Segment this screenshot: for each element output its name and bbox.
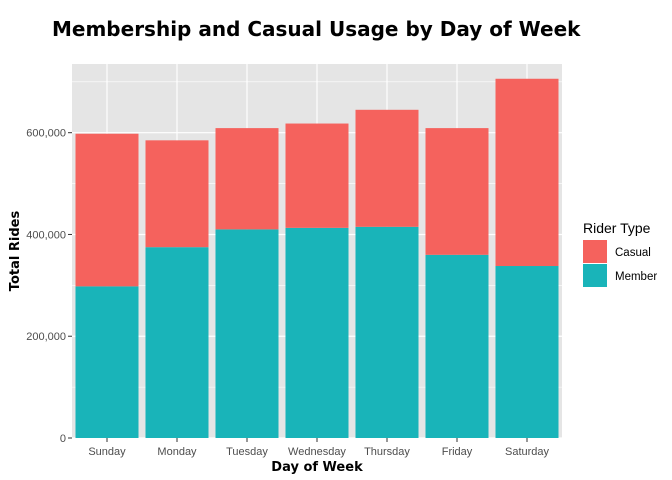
x-tick-label: Saturday: [505, 446, 550, 458]
x-tick-label: Tuesday: [226, 446, 268, 458]
x-tick-label: Friday: [442, 446, 473, 458]
legend-label-casual: Casual: [615, 247, 651, 259]
x-tick-label: Monday: [157, 446, 197, 458]
x-axis-title: Day of Week: [271, 460, 363, 475]
bar-casual: [145, 140, 209, 248]
x-tick-label: Thursday: [364, 446, 410, 458]
bar-member: [145, 247, 209, 438]
bar-member: [355, 226, 419, 438]
y-axis-title: Total Rides: [8, 211, 23, 292]
x-axis: Sunday Monday Tuesday Wednesday Thursday Frid…: [88, 438, 550, 458]
y-tick-label: 0: [60, 433, 66, 445]
legend-title: Rider Type: [583, 220, 651, 236]
bar-casual: [285, 123, 349, 228]
y-tick-label: 600,000: [26, 128, 66, 140]
bar-casual: [425, 128, 489, 255]
x-tick-label: Sunday: [88, 446, 126, 458]
legend-key-casual: [583, 240, 607, 263]
legend-key-member: [583, 264, 607, 287]
bar-member: [425, 254, 489, 438]
bars: [75, 78, 559, 438]
y-tick-label: 400,000: [26, 229, 66, 241]
bar-member: [495, 266, 559, 438]
bar-casual: [355, 109, 419, 227]
y-axis: 0 200,000 400,000 600,000: [26, 128, 72, 445]
bar-casual: [215, 128, 279, 230]
bar-member: [285, 227, 349, 438]
y-tick-label: 200,000: [26, 331, 66, 343]
bar-member: [215, 229, 279, 438]
x-tick-label: Wednesday: [288, 446, 346, 458]
bar-casual: [495, 78, 559, 267]
legend-label-member: Member: [615, 271, 657, 283]
bar-member: [75, 286, 139, 438]
chart-title: Membership and Casual Usage by Day of We…: [52, 17, 581, 41]
bar-casual: [75, 133, 139, 287]
legend: Rider Type Casual Member: [583, 220, 657, 287]
